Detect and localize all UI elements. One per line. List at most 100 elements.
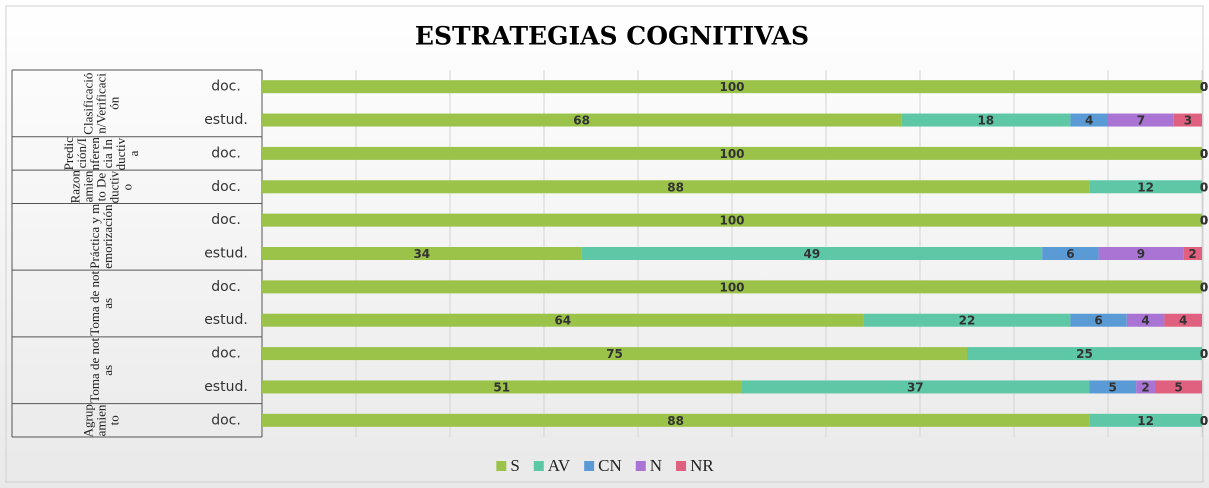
data-label: 2 <box>1188 247 1196 261</box>
data-label: 7 <box>1137 114 1145 128</box>
y-tick-label: doc. <box>211 212 241 228</box>
data-label: 100 <box>719 80 744 94</box>
bar-segment <box>1155 380 1202 394</box>
data-label: 51 <box>493 380 510 394</box>
y-tick-label: estud. <box>204 246 248 262</box>
data-label: 0 <box>1200 414 1208 428</box>
data-label: 0 <box>1200 147 1208 161</box>
y-tick-label: estud. <box>204 112 248 128</box>
data-label: 0 <box>1200 414 1208 428</box>
data-label: 0 <box>1200 80 1208 94</box>
data-label: 4 <box>1179 314 1187 328</box>
data-label: 0 <box>1200 147 1208 161</box>
data-label: 0 <box>1200 347 1208 361</box>
legend-label: N <box>650 456 662 475</box>
bar-segment <box>1089 380 1137 394</box>
bar-segment <box>262 80 1202 94</box>
group-label: Agrupamiento <box>80 403 122 437</box>
data-label: 12 <box>1137 414 1154 428</box>
legend-swatch <box>584 461 595 471</box>
y-tick-label: estud. <box>204 379 248 395</box>
data-label: 3 <box>1184 114 1192 128</box>
bar-segment <box>1098 247 1184 260</box>
data-label: 0 <box>1200 280 1208 294</box>
bar-segment <box>262 347 967 361</box>
legend-label: S <box>510 456 519 475</box>
group-label: Toma de notas <box>87 337 115 403</box>
data-label: 5 <box>1109 380 1117 394</box>
data-label: 18 <box>977 114 994 128</box>
data-label: 6 <box>1094 314 1102 328</box>
chart-title: ESTRATEGIAS COGNITIVAS <box>415 22 809 51</box>
data-label: 88 <box>667 180 684 194</box>
bar-segment <box>741 380 1090 394</box>
y-tick-label: doc. <box>211 179 241 195</box>
frame <box>5 5 1204 483</box>
data-label: 68 <box>573 114 590 128</box>
data-label: 0 <box>1200 414 1208 428</box>
bar-segment <box>1108 113 1174 127</box>
legend-swatch <box>533 461 544 471</box>
data-label: 0 <box>1200 280 1208 294</box>
bar-segment <box>262 113 902 127</box>
group-label: Clasificación/Verificación <box>80 72 122 135</box>
bar-segment <box>262 313 864 327</box>
data-label: 12 <box>1137 180 1154 194</box>
data-label: 4 <box>1085 114 1093 128</box>
group-label: Toma de notas <box>87 271 115 336</box>
data-label: 100 <box>719 214 744 228</box>
data-label: 88 <box>667 414 684 428</box>
legend-swatch <box>676 461 687 471</box>
data-label: 22 <box>959 314 976 328</box>
y-tick-label: doc. <box>211 145 241 161</box>
bar-segment <box>1089 413 1202 427</box>
group-label: Razonamiento Deductivo <box>67 170 135 204</box>
data-label: 0 <box>1200 80 1208 94</box>
bar-segment <box>1042 247 1099 260</box>
data-label: 0 <box>1200 80 1208 94</box>
bar-segment <box>262 146 1202 160</box>
data-label: 100 <box>719 280 744 294</box>
data-label: 4 <box>1141 314 1149 328</box>
group-label: Práctica y memorización <box>87 204 115 270</box>
data-label: 0 <box>1200 214 1208 228</box>
y-tick-label: doc. <box>211 412 241 428</box>
legend-swatch <box>496 461 507 471</box>
data-label: 0 <box>1200 80 1208 94</box>
data-label: 64 <box>554 314 571 328</box>
data-label: 0 <box>1200 147 1208 161</box>
data-label: 0 <box>1200 180 1208 194</box>
data-label: 37 <box>907 380 924 394</box>
y-tick-label: doc. <box>211 346 241 362</box>
data-label: 0 <box>1200 214 1208 228</box>
bar-segment <box>581 247 1043 260</box>
data-label: 0 <box>1200 147 1208 161</box>
data-label: 0 <box>1200 180 1208 194</box>
bar-segment <box>262 380 742 394</box>
bar-segment <box>262 180 1090 194</box>
data-label: 0 <box>1200 280 1208 294</box>
bar-segment <box>262 280 1202 294</box>
data-label: 49 <box>804 247 821 261</box>
bar-segment <box>1126 313 1165 327</box>
bar-segment <box>1164 313 1202 327</box>
bar-segment <box>1173 113 1202 127</box>
legend-label: AV <box>548 456 571 475</box>
bar-segment <box>262 213 1202 227</box>
data-label: 9 <box>1137 247 1145 261</box>
bar-segment <box>901 113 1071 127</box>
data-label: 75 <box>606 347 623 361</box>
y-tick-label: doc. <box>211 79 241 95</box>
y-tick-label: estud. <box>204 312 248 328</box>
data-label: 5 <box>1174 380 1182 394</box>
group-label: Predicción/Inferencia Inductiva <box>61 136 141 171</box>
data-label: 100 <box>719 147 744 161</box>
data-label: 0 <box>1200 347 1208 361</box>
bar-segment <box>863 313 1071 327</box>
bar-segment <box>967 347 1202 361</box>
data-label: 0 <box>1200 214 1208 228</box>
legend-label: CN <box>598 456 622 475</box>
y-tick-label: doc. <box>211 279 241 295</box>
data-label: 0 <box>1200 214 1208 228</box>
